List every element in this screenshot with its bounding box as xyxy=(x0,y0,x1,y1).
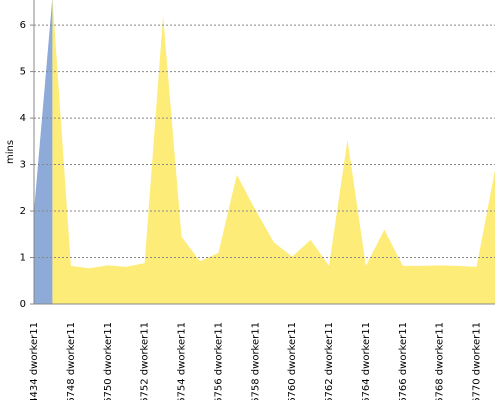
x-tick-label: #6754 dworker11 xyxy=(177,322,188,400)
area xyxy=(34,0,53,304)
x-tick-label: #4434 dworker11 xyxy=(29,322,40,400)
y-tick-label: 3 xyxy=(20,160,26,171)
y-tick-label: 5 xyxy=(20,67,26,78)
x-tick-label: #6768 dworker11 xyxy=(435,322,446,400)
x-tick-label: #6766 dworker11 xyxy=(398,322,409,400)
x-tick-label: #6770 dworker11 xyxy=(472,322,483,400)
y-tick-label: 0 xyxy=(20,299,26,310)
x-tick-label: #6752 dworker11 xyxy=(140,322,151,400)
x-tick-label: #6764 dworker11 xyxy=(361,322,372,400)
x-tick-label: #6758 dworker11 xyxy=(250,322,261,400)
y-axis-label: mins xyxy=(5,140,16,164)
x-tick-label: #6750 dworker11 xyxy=(103,322,114,400)
x-tick-label: #6748 dworker11 xyxy=(66,322,77,400)
y-tick-label: 2 xyxy=(20,206,26,217)
x-tick-label: #6756 dworker11 xyxy=(213,322,224,400)
y-tick-label: 4 xyxy=(20,113,26,124)
x-tick-label: #6760 dworker11 xyxy=(287,322,298,400)
x-tick-label: #6762 dworker11 xyxy=(324,322,335,400)
y-tick-label: 1 xyxy=(20,253,26,264)
y-tick-label: 6 xyxy=(20,20,26,31)
plot-area xyxy=(34,0,495,304)
area xyxy=(52,0,495,304)
